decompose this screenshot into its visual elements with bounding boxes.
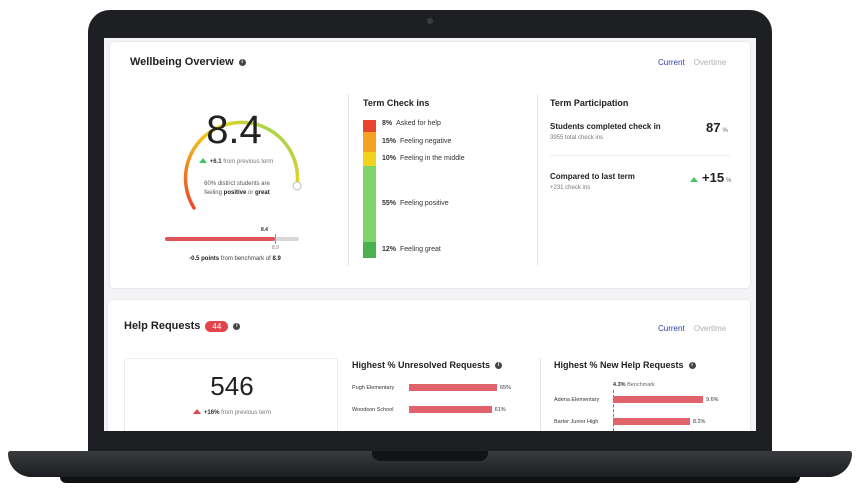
toggle-current[interactable]: Current xyxy=(658,324,685,333)
benchmark-marker xyxy=(275,234,276,244)
bar xyxy=(409,384,497,391)
checkin-text: Feeling great xyxy=(400,245,441,253)
bar-value: 8.2% xyxy=(692,419,706,425)
toggle-overtime[interactable]: Overtime xyxy=(693,58,727,67)
checkin-label: 55% Feeling positive xyxy=(382,200,449,207)
benchmark-fill xyxy=(165,237,276,241)
benchmark-track xyxy=(165,234,299,244)
checkin-stacked-bar xyxy=(363,120,376,258)
laptop-notch xyxy=(372,451,488,461)
benchmark-score-label: 8.4 xyxy=(261,227,268,233)
new-help-benchmark: 4.3% Benchmark xyxy=(613,382,655,388)
completed-value: 87% xyxy=(706,120,728,135)
wellbeing-card: Wellbeing Overview i Current Overtime xyxy=(110,42,750,288)
checkin-pct: 8% xyxy=(382,120,393,127)
info-icon[interactable]: i xyxy=(233,322,241,330)
help-change: +16% from previous term xyxy=(125,409,339,416)
screen: Wellbeing Overview i Current Overtime xyxy=(104,38,756,431)
bar-value: 65% xyxy=(500,385,512,391)
toggle-overtime[interactable]: Overtime xyxy=(693,324,727,333)
checkin-label: 10% Feeling in the middle xyxy=(382,155,465,162)
checkin-segment xyxy=(363,241,376,258)
wellbeing-score: 8.4 xyxy=(206,108,262,152)
bar-value: 61% xyxy=(494,407,506,413)
checkin-segment xyxy=(363,166,376,242)
divider xyxy=(537,94,538,266)
bar xyxy=(613,396,703,403)
benchmark-ref-label: 8.9 xyxy=(272,245,279,251)
help-requests-title: Help Requests 44 i xyxy=(124,320,241,332)
bar-label: Barter Junior High xyxy=(554,419,599,425)
gauge-arc xyxy=(183,120,300,210)
wellbeing-gauge xyxy=(183,120,302,210)
bar xyxy=(613,418,690,425)
term-participation-title: Term Participation xyxy=(550,98,629,108)
up-arrow-icon xyxy=(690,177,698,182)
new-help-title: Highest % New Help Requests i xyxy=(554,360,696,370)
bar-label: Woodson School xyxy=(352,407,394,413)
wellbeing-change: +6.1 from previous term xyxy=(190,158,282,165)
checkin-label: 12% Feeling great xyxy=(382,246,441,253)
checkin-segment xyxy=(363,152,376,167)
compared-value: +15% xyxy=(688,170,731,185)
unresolved-title: Highest % Unresolved Requests i xyxy=(352,360,503,370)
info-icon[interactable]: i xyxy=(688,361,696,369)
info-icon[interactable]: i xyxy=(495,361,503,369)
term-checkins-title: Term Check ins xyxy=(363,98,430,108)
checkin-pct: 10% xyxy=(382,155,397,163)
help-total: 546 xyxy=(210,371,254,401)
new-help-chart: Adena Elementary 9.6% Barter Junior High 8.… xyxy=(554,382,744,431)
checkin-label: 15% Feeling negative xyxy=(382,138,451,145)
divider xyxy=(540,358,541,431)
wellbeing-title: Wellbeing Overview i xyxy=(130,56,246,68)
laptop-foot xyxy=(60,477,800,483)
unresolved-chart: Pugh Elementary 65% Woodson School 61% xyxy=(352,382,532,431)
compared-title: Compared to last term xyxy=(550,172,635,181)
help-requests-badge: 44 xyxy=(205,320,229,332)
up-arrow-icon xyxy=(198,158,207,163)
checkin-segment xyxy=(363,120,376,132)
camera xyxy=(427,18,433,24)
bar-value: 9.6% xyxy=(706,397,719,403)
gauge-knob xyxy=(292,181,302,191)
completed-title: Students completed check in xyxy=(550,122,661,131)
bar xyxy=(409,406,492,413)
divider xyxy=(348,94,349,266)
info-icon[interactable]: i xyxy=(238,58,246,66)
bar-label: Adena Elementary xyxy=(554,397,600,403)
up-arrow-icon xyxy=(192,409,201,414)
compared-sub: +231 check ins xyxy=(550,185,591,191)
toggle-current[interactable]: Current xyxy=(658,58,685,67)
checkin-pct: 15% xyxy=(382,138,397,146)
new-help-benchmark-line xyxy=(613,390,614,431)
checkin-pct: 55% xyxy=(382,199,397,207)
checkin-segment xyxy=(363,131,376,153)
completed-sub: 3955 total check ins xyxy=(550,135,604,141)
bar-label: Pugh Elementary xyxy=(352,385,395,391)
participation-divider xyxy=(550,155,730,156)
help-total-panel: 546 +16% from previous term xyxy=(124,358,338,431)
benchmark-text: -0.5 points from benchmark of 8.9 xyxy=(189,256,281,262)
checkin-text: Feeling positive xyxy=(400,199,449,207)
help-requests-card: Help Requests 44 i Current Overtime 546 … xyxy=(108,300,750,431)
wellbeing-toggle: Current Overtime xyxy=(658,58,726,67)
checkin-labels: 8% Asked for help 15% Feeling negative 10% Fe… xyxy=(382,120,532,258)
wellbeing-summary: 60% district students are feeling positi… xyxy=(204,181,270,196)
checkin-text: Feeling negative xyxy=(400,138,452,146)
checkin-pct: 12% xyxy=(382,245,397,253)
checkin-text: Asked for help xyxy=(396,120,441,127)
help-toggle: Current Overtime xyxy=(658,324,726,333)
checkin-text: Feeling in the middle xyxy=(400,155,465,163)
checkin-label: 8% Asked for help xyxy=(382,120,441,127)
